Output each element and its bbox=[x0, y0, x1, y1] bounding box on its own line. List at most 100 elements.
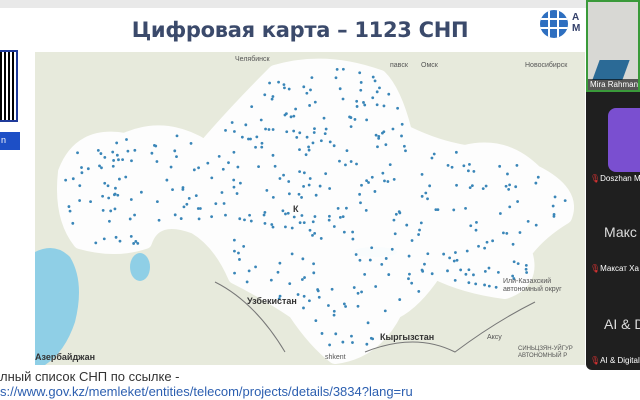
settlement-point bbox=[485, 240, 489, 244]
settlement-point bbox=[393, 232, 397, 236]
settlement-point bbox=[420, 172, 424, 176]
settlement-point bbox=[338, 215, 342, 219]
settlement-point bbox=[334, 76, 338, 80]
settlement-point bbox=[491, 239, 495, 243]
participant-ai-digital[interactable]: 🎙AI & Digital bbox=[590, 356, 640, 365]
settlement-point bbox=[454, 150, 458, 154]
settlement-point bbox=[386, 180, 390, 183]
settlement-point bbox=[124, 175, 128, 179]
settlement-point bbox=[197, 217, 201, 221]
settlement-point bbox=[432, 152, 436, 156]
settlement-point bbox=[282, 83, 286, 87]
settlement-point bbox=[341, 340, 345, 344]
settlement-point bbox=[313, 100, 317, 104]
settlement-point bbox=[298, 148, 301, 152]
settlement-point bbox=[126, 149, 130, 153]
settlement-point bbox=[239, 181, 242, 185]
footer-link[interactable]: s://www.gov.kz/memleket/entities/telecom… bbox=[0, 384, 413, 399]
settlement-point bbox=[383, 309, 387, 313]
settlement-point bbox=[107, 196, 111, 200]
settlement-point bbox=[358, 71, 362, 75]
label-kz: К bbox=[293, 204, 299, 214]
settlement-point bbox=[243, 218, 246, 222]
settlement-point bbox=[292, 215, 296, 219]
settlement-point bbox=[185, 202, 189, 206]
settlement-point bbox=[278, 177, 282, 180]
settlement-point bbox=[76, 151, 79, 155]
settlement-point bbox=[525, 271, 529, 274]
label-tashkent: shkent bbox=[325, 354, 346, 361]
participant-maksat[interactable]: 🎙Максат Ха bbox=[590, 264, 639, 273]
settlement-point bbox=[387, 273, 391, 276]
settlement-point bbox=[365, 118, 369, 122]
settlement-point bbox=[400, 134, 403, 138]
settlement-point bbox=[355, 99, 359, 103]
settlement-point bbox=[322, 116, 326, 120]
settlement-point bbox=[344, 305, 347, 308]
settlement-point bbox=[380, 262, 384, 266]
settlement-point bbox=[324, 127, 328, 131]
settlement-point bbox=[227, 161, 230, 165]
settlement-point bbox=[250, 105, 254, 109]
settlement-point bbox=[536, 175, 540, 179]
settlement-point bbox=[283, 113, 287, 117]
settlement-point bbox=[349, 125, 353, 129]
settlement-point bbox=[71, 177, 75, 181]
settlement-point bbox=[260, 141, 264, 145]
qr-code bbox=[0, 50, 18, 122]
settlement-point bbox=[417, 290, 421, 293]
settlement-point bbox=[314, 193, 318, 197]
settlement-point bbox=[498, 212, 502, 215]
settlement-point bbox=[382, 104, 386, 108]
settlement-point bbox=[396, 106, 400, 110]
settlement-point bbox=[181, 188, 185, 191]
settlement-point bbox=[459, 268, 463, 272]
settlement-point bbox=[405, 223, 409, 227]
settlement-point bbox=[364, 208, 368, 212]
settlement-point bbox=[330, 287, 334, 291]
settlement-point bbox=[111, 150, 115, 154]
settlement-point bbox=[353, 118, 357, 121]
settlement-point bbox=[374, 133, 378, 137]
settlement-point bbox=[248, 213, 251, 217]
settlement-point bbox=[106, 184, 110, 188]
settlement-point bbox=[455, 183, 458, 187]
settlement-point bbox=[384, 143, 388, 147]
settlement-point bbox=[452, 259, 456, 263]
settlement-point bbox=[98, 164, 101, 168]
settlement-point bbox=[78, 184, 82, 188]
settlement-point bbox=[189, 141, 193, 145]
settlement-point bbox=[103, 155, 107, 159]
settlement-point bbox=[285, 130, 289, 134]
settlement-point bbox=[428, 184, 432, 188]
settlement-point bbox=[375, 103, 379, 107]
map[interactable]: Челябинск павск Омск Новосибирск К Узбек… bbox=[35, 52, 585, 365]
settlement-point bbox=[260, 145, 264, 149]
settlement-point bbox=[111, 164, 115, 168]
settlement-point bbox=[182, 205, 186, 209]
qr-button[interactable]: n bbox=[0, 132, 20, 150]
participant-doszhan[interactable]: 🎙Doszhan M bbox=[590, 174, 640, 183]
settlement-point bbox=[483, 269, 487, 273]
settlement-point bbox=[245, 280, 249, 284]
settlement-point bbox=[349, 116, 353, 119]
settlement-point bbox=[472, 273, 475, 277]
settlement-point bbox=[194, 194, 198, 198]
participant-video-mira[interactable]: Mira Rahmanova bbox=[586, 0, 640, 92]
settlement-point bbox=[464, 272, 468, 276]
settlement-point bbox=[442, 252, 446, 256]
settlement-point bbox=[388, 163, 392, 167]
slide-title: Цифровая карта – 1123 СНП bbox=[131, 18, 469, 42]
settlement-point bbox=[313, 231, 317, 235]
map-canvas bbox=[35, 58, 574, 365]
settlement-point bbox=[115, 153, 119, 157]
settlement-point bbox=[552, 212, 556, 216]
settlement-point bbox=[434, 208, 438, 212]
settlement-point bbox=[483, 246, 487, 250]
settlement-point bbox=[312, 131, 316, 134]
settlement-point bbox=[358, 192, 361, 196]
settlement-point bbox=[467, 268, 471, 272]
settlement-point bbox=[114, 186, 117, 190]
settlement-points bbox=[64, 67, 567, 347]
settlement-point bbox=[313, 127, 316, 131]
